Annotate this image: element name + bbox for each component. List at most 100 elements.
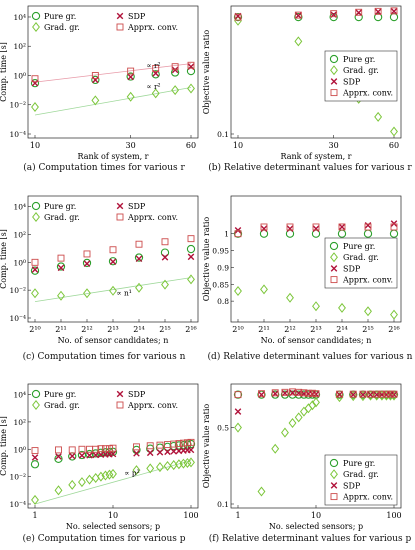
legend-marker-b-grad bbox=[330, 65, 338, 76]
point-c-pure-3 bbox=[108, 257, 118, 266]
point-e-appr-17 bbox=[183, 439, 191, 447]
y-tick-label-c-2: 10⁰ bbox=[13, 258, 26, 267]
point-f-grad-1 bbox=[257, 486, 266, 497]
y-tick-label-f-0: 0.1 bbox=[217, 500, 229, 509]
point-d-grad-0 bbox=[234, 286, 242, 297]
point-e-grad-6 bbox=[96, 471, 105, 482]
x-tick-label-a-2: 60 bbox=[186, 141, 196, 150]
point-e-grad-9 bbox=[109, 468, 117, 479]
chart-e: 1 10 100 10⁻⁴ 10⁻² 10⁰ 10² 10⁴ No. selected sens… bbox=[0, 383, 199, 531]
point-f-appr-18 bbox=[390, 390, 398, 398]
y-axis-label-c: Comp. time [s] bbox=[0, 229, 8, 289]
point-e-pure-15 bbox=[174, 441, 184, 450]
point-f-appr-3 bbox=[281, 388, 289, 396]
point-f-appr-8 bbox=[308, 389, 316, 397]
fit-line-c-0 bbox=[34, 277, 192, 303]
point-a-pure-2 bbox=[126, 72, 135, 81]
legend-label-c-pure: Pure gr. bbox=[44, 202, 76, 211]
x-tick-label-f-1: 10 bbox=[311, 511, 321, 520]
legend-marker-b-sdp bbox=[330, 78, 338, 85]
legend-label-d-pure: Pure gr. bbox=[343, 242, 375, 251]
point-f-grad-0 bbox=[234, 422, 242, 433]
legend-label-a-appr: Apprx. conv. bbox=[127, 23, 178, 32]
point-f-appr-6 bbox=[300, 389, 308, 397]
point-d-pure-5 bbox=[363, 229, 373, 238]
point-f-appr-16 bbox=[382, 390, 390, 398]
point-c-grad-1 bbox=[57, 290, 65, 301]
point-d-grad-3 bbox=[312, 301, 320, 312]
point-c-appr-3 bbox=[109, 246, 117, 254]
point-a-appr-2 bbox=[127, 67, 135, 75]
y-axis-label-f: Objective value ratio bbox=[202, 404, 211, 489]
fit-line-a-1 bbox=[34, 87, 192, 116]
point-e-grad-1 bbox=[54, 485, 63, 496]
legend-marker-a-pure bbox=[31, 11, 41, 21]
legend-marker-b-pure bbox=[329, 54, 339, 64]
point-e-appr-8 bbox=[105, 445, 113, 453]
point-c-pure-2 bbox=[82, 258, 92, 268]
point-a-appr-1 bbox=[91, 72, 99, 79]
x-tick-label-d-3: 2¹³ bbox=[310, 325, 322, 334]
y-tick-label-a-3: 10² bbox=[13, 42, 26, 51]
point-e-appr-3 bbox=[78, 445, 86, 453]
point-a-appr-3 bbox=[152, 65, 160, 72]
y-tick-label-d-1: 0.85 bbox=[212, 280, 229, 289]
point-c-appr-0 bbox=[31, 258, 39, 266]
point-a-grad-5 bbox=[187, 83, 195, 94]
y-tick-label-e-3: 10² bbox=[13, 418, 26, 427]
legend-marker-c-sdp bbox=[116, 202, 124, 210]
point-c-grad-6 bbox=[187, 274, 195, 285]
y-tick-label-a-2: 10⁰ bbox=[13, 71, 26, 80]
x-tick-label-d-0: 2¹⁰ bbox=[232, 325, 244, 334]
point-e-sdp-3 bbox=[78, 452, 86, 459]
legend-label-d-grad: Grad. gr. bbox=[343, 253, 379, 262]
x-axis-label-e: No. selected sensors; p bbox=[66, 522, 160, 531]
legend-label-f-appr: Apprx. conv. bbox=[342, 493, 393, 502]
legend-label-b-pure: Pure gr. bbox=[343, 55, 375, 64]
point-e-appr-6 bbox=[97, 445, 105, 453]
x-tick-label-c-4: 2¹⁴ bbox=[133, 325, 145, 334]
point-b-grad-4 bbox=[374, 111, 383, 122]
point-f-sdp-18 bbox=[390, 391, 398, 398]
point-d-grad-5 bbox=[364, 306, 372, 317]
point-d-sdp-4 bbox=[338, 223, 346, 231]
point-b-appr-1 bbox=[294, 11, 302, 19]
point-c-grad-4 bbox=[135, 282, 143, 293]
y-tick-label-d-4: 1 bbox=[224, 230, 229, 239]
point-c-appr-6 bbox=[187, 235, 195, 243]
point-f-appr-7 bbox=[304, 389, 312, 397]
point-a-pure-4 bbox=[170, 68, 180, 77]
point-d-appr-1 bbox=[260, 223, 268, 231]
y-tick-label-c-1: 10⁻² bbox=[9, 286, 26, 295]
legend-label-c-grad: Grad. gr. bbox=[44, 213, 80, 222]
point-f-grad-10 bbox=[335, 392, 344, 403]
point-f-appr-12 bbox=[359, 390, 367, 398]
legend-marker-d-pure bbox=[329, 241, 339, 251]
point-c-pure-0 bbox=[30, 266, 40, 275]
point-b-pure-5 bbox=[389, 12, 399, 22]
point-a-grad-2 bbox=[126, 91, 135, 102]
point-e-grad-2 bbox=[68, 479, 77, 490]
point-f-appr-2 bbox=[271, 389, 279, 397]
point-e-sdp-12 bbox=[156, 449, 164, 456]
point-e-sdp-11 bbox=[146, 449, 154, 457]
legend-marker-a-appr bbox=[116, 23, 124, 31]
point-d-appr-2 bbox=[286, 223, 294, 231]
caption-f: (f) Relative determinant values for vari… bbox=[208, 534, 412, 544]
legend-label-e-sdp: SDP bbox=[128, 390, 146, 399]
x-tick-label-c-0: 2¹⁰ bbox=[29, 325, 41, 334]
point-e-appr-9 bbox=[109, 444, 117, 452]
point-e-appr-0 bbox=[31, 447, 39, 455]
point-a-appr-5 bbox=[187, 61, 195, 69]
point-b-appr-4 bbox=[374, 7, 382, 15]
legend-marker-f-pure bbox=[329, 458, 339, 468]
y-axis-label-a: Comp. time [s] bbox=[0, 42, 8, 102]
caption-a: (a) Computation times for various r bbox=[23, 163, 185, 173]
point-e-grad-17 bbox=[183, 457, 192, 468]
point-b-appr-5 bbox=[390, 7, 398, 15]
point-e-appr-12 bbox=[156, 441, 164, 449]
legend-marker-e-appr bbox=[116, 401, 124, 409]
point-c-sdp-6 bbox=[187, 253, 195, 261]
point-d-appr-5 bbox=[364, 223, 372, 231]
legend-marker-c-grad bbox=[32, 211, 40, 223]
